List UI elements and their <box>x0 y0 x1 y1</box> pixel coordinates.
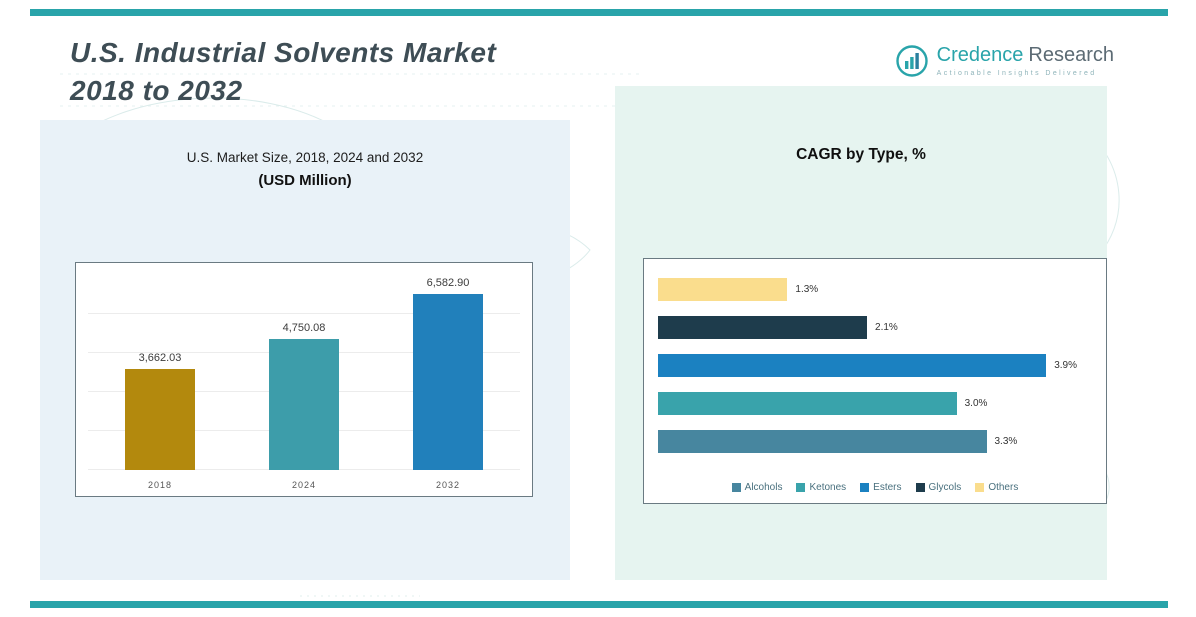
cagr-bar-ketones <box>658 391 957 415</box>
market-size-heading: U.S. Market Size, 2018, 2024 and 2032 (U… <box>40 150 570 189</box>
cagr-title: CAGR by Type, % <box>796 146 926 163</box>
legend-swatch-ketones <box>796 483 806 492</box>
legend-swatch-esters <box>860 483 870 492</box>
bar-value-label-2018: 3,662.03 <box>138 352 182 365</box>
cagr-bar-row-others: 1.3% <box>658 277 1096 301</box>
cagr-bar-alcohols <box>658 429 987 453</box>
bar-column-2018: 3,662.03 <box>89 277 232 470</box>
cagr-value-label-ketones: 3.0% <box>964 397 988 409</box>
bar-column-2032: 6,582.90 <box>377 277 520 470</box>
bar-2018 <box>124 369 195 470</box>
cagr-bar-glycols <box>658 315 868 339</box>
legend-item-esters: Esters <box>860 482 902 493</box>
legend-swatch-glycols <box>915 483 925 492</box>
market-size-title: U.S. Market Size, 2018, 2024 and 2032 <box>186 150 424 165</box>
legend-label-ketones: Ketones <box>809 482 847 493</box>
cagr-value-label-alcohols: 3.3% <box>994 435 1018 447</box>
logo-brand-line: Credence Research <box>937 44 1114 67</box>
page-title-line1: U.S. Industrial Solvents Market <box>70 37 497 68</box>
cagr-bar-others <box>658 277 788 301</box>
legend-swatch-others <box>975 483 985 492</box>
market-size-subtitle: (USD Million) <box>258 172 352 189</box>
legend-label-glycols: Glycols <box>928 482 962 493</box>
market-size-chart-box: 3,662.03 4,750.08 6,582.90 2018 2024 2032 <box>75 262 533 497</box>
cagr-value-label-glycols: 2.1% <box>875 321 898 333</box>
cagr-panel: CAGR by Type, % 1.3% 2.1% 3.9% 3.0% 3.3% Alc… <box>615 86 1107 580</box>
market-size-axis: 2018 2024 2032 <box>88 480 520 490</box>
page-title: U.S. Industrial Solvents Market 2018 to … <box>70 34 496 110</box>
bar-2024 <box>268 339 339 470</box>
legend-item-ketones: Ketones <box>796 482 846 493</box>
cagr-heading: CAGR by Type, % <box>615 146 1107 164</box>
bar-value-label-2032: 6,582.90 <box>426 277 470 289</box>
cagr-bar-row-esters: 3.9% <box>658 353 1096 377</box>
cagr-value-label-esters: 3.9% <box>1054 359 1078 371</box>
cagr-bar-row-alcohols: 3.3% <box>658 429 1096 453</box>
market-size-panel: U.S. Market Size, 2018, 2024 and 2032 (U… <box>40 120 570 580</box>
legend-swatch-alcohols <box>731 483 741 492</box>
cagr-legend: Alcohols Ketones Esters Glycols Others <box>644 482 1106 493</box>
cagr-bar-row-ketones: 3.0% <box>658 391 1096 415</box>
logo-brand-secondary: Research <box>1028 44 1114 66</box>
market-size-plot: 3,662.03 4,750.08 6,582.90 <box>88 277 520 470</box>
bottom-accent-bar <box>30 601 1168 608</box>
cagr-bar-esters <box>658 353 1047 377</box>
page-title-line2: 2018 to 2032 <box>70 74 243 106</box>
axis-label-2018: 2018 <box>147 480 172 490</box>
axis-label-2032: 2032 <box>435 480 460 490</box>
legend-label-alcohols: Alcohols <box>744 482 783 493</box>
cagr-bar-row-glycols: 2.1% <box>658 315 1096 339</box>
legend-item-alcohols: Alcohols <box>731 482 783 493</box>
bar-2032 <box>412 294 483 470</box>
legend-item-others: Others <box>975 482 1018 493</box>
top-accent-bar <box>30 9 1168 16</box>
axis-label-2024: 2024 <box>291 480 316 490</box>
legend-label-esters: Esters <box>873 482 902 493</box>
logo-brand-primary: Credence <box>936 44 1024 66</box>
cagr-value-label-others: 1.3% <box>795 283 819 295</box>
bar-value-label-2024: 4,750.08 <box>282 322 326 335</box>
legend-label-others: Others <box>988 482 1019 493</box>
logo-tagline: Actionable Insights Delivered <box>936 70 1097 77</box>
legend-item-glycols: Glycols <box>915 482 962 493</box>
cagr-chart-box: 1.3% 2.1% 3.9% 3.0% 3.3% Alcohols Ketones Este… <box>643 258 1107 504</box>
logo-text-block: Credence Research Actionable Insights Del… <box>937 44 1114 77</box>
cagr-plot: 1.3% 2.1% 3.9% 3.0% 3.3% <box>658 271 1096 459</box>
bar-column-2024: 4,750.08 <box>233 277 376 470</box>
credence-research-logo: Credence Research Actionable Insights Del… <box>895 44 1114 78</box>
bar-chart-in-circle-icon <box>895 45 928 77</box>
